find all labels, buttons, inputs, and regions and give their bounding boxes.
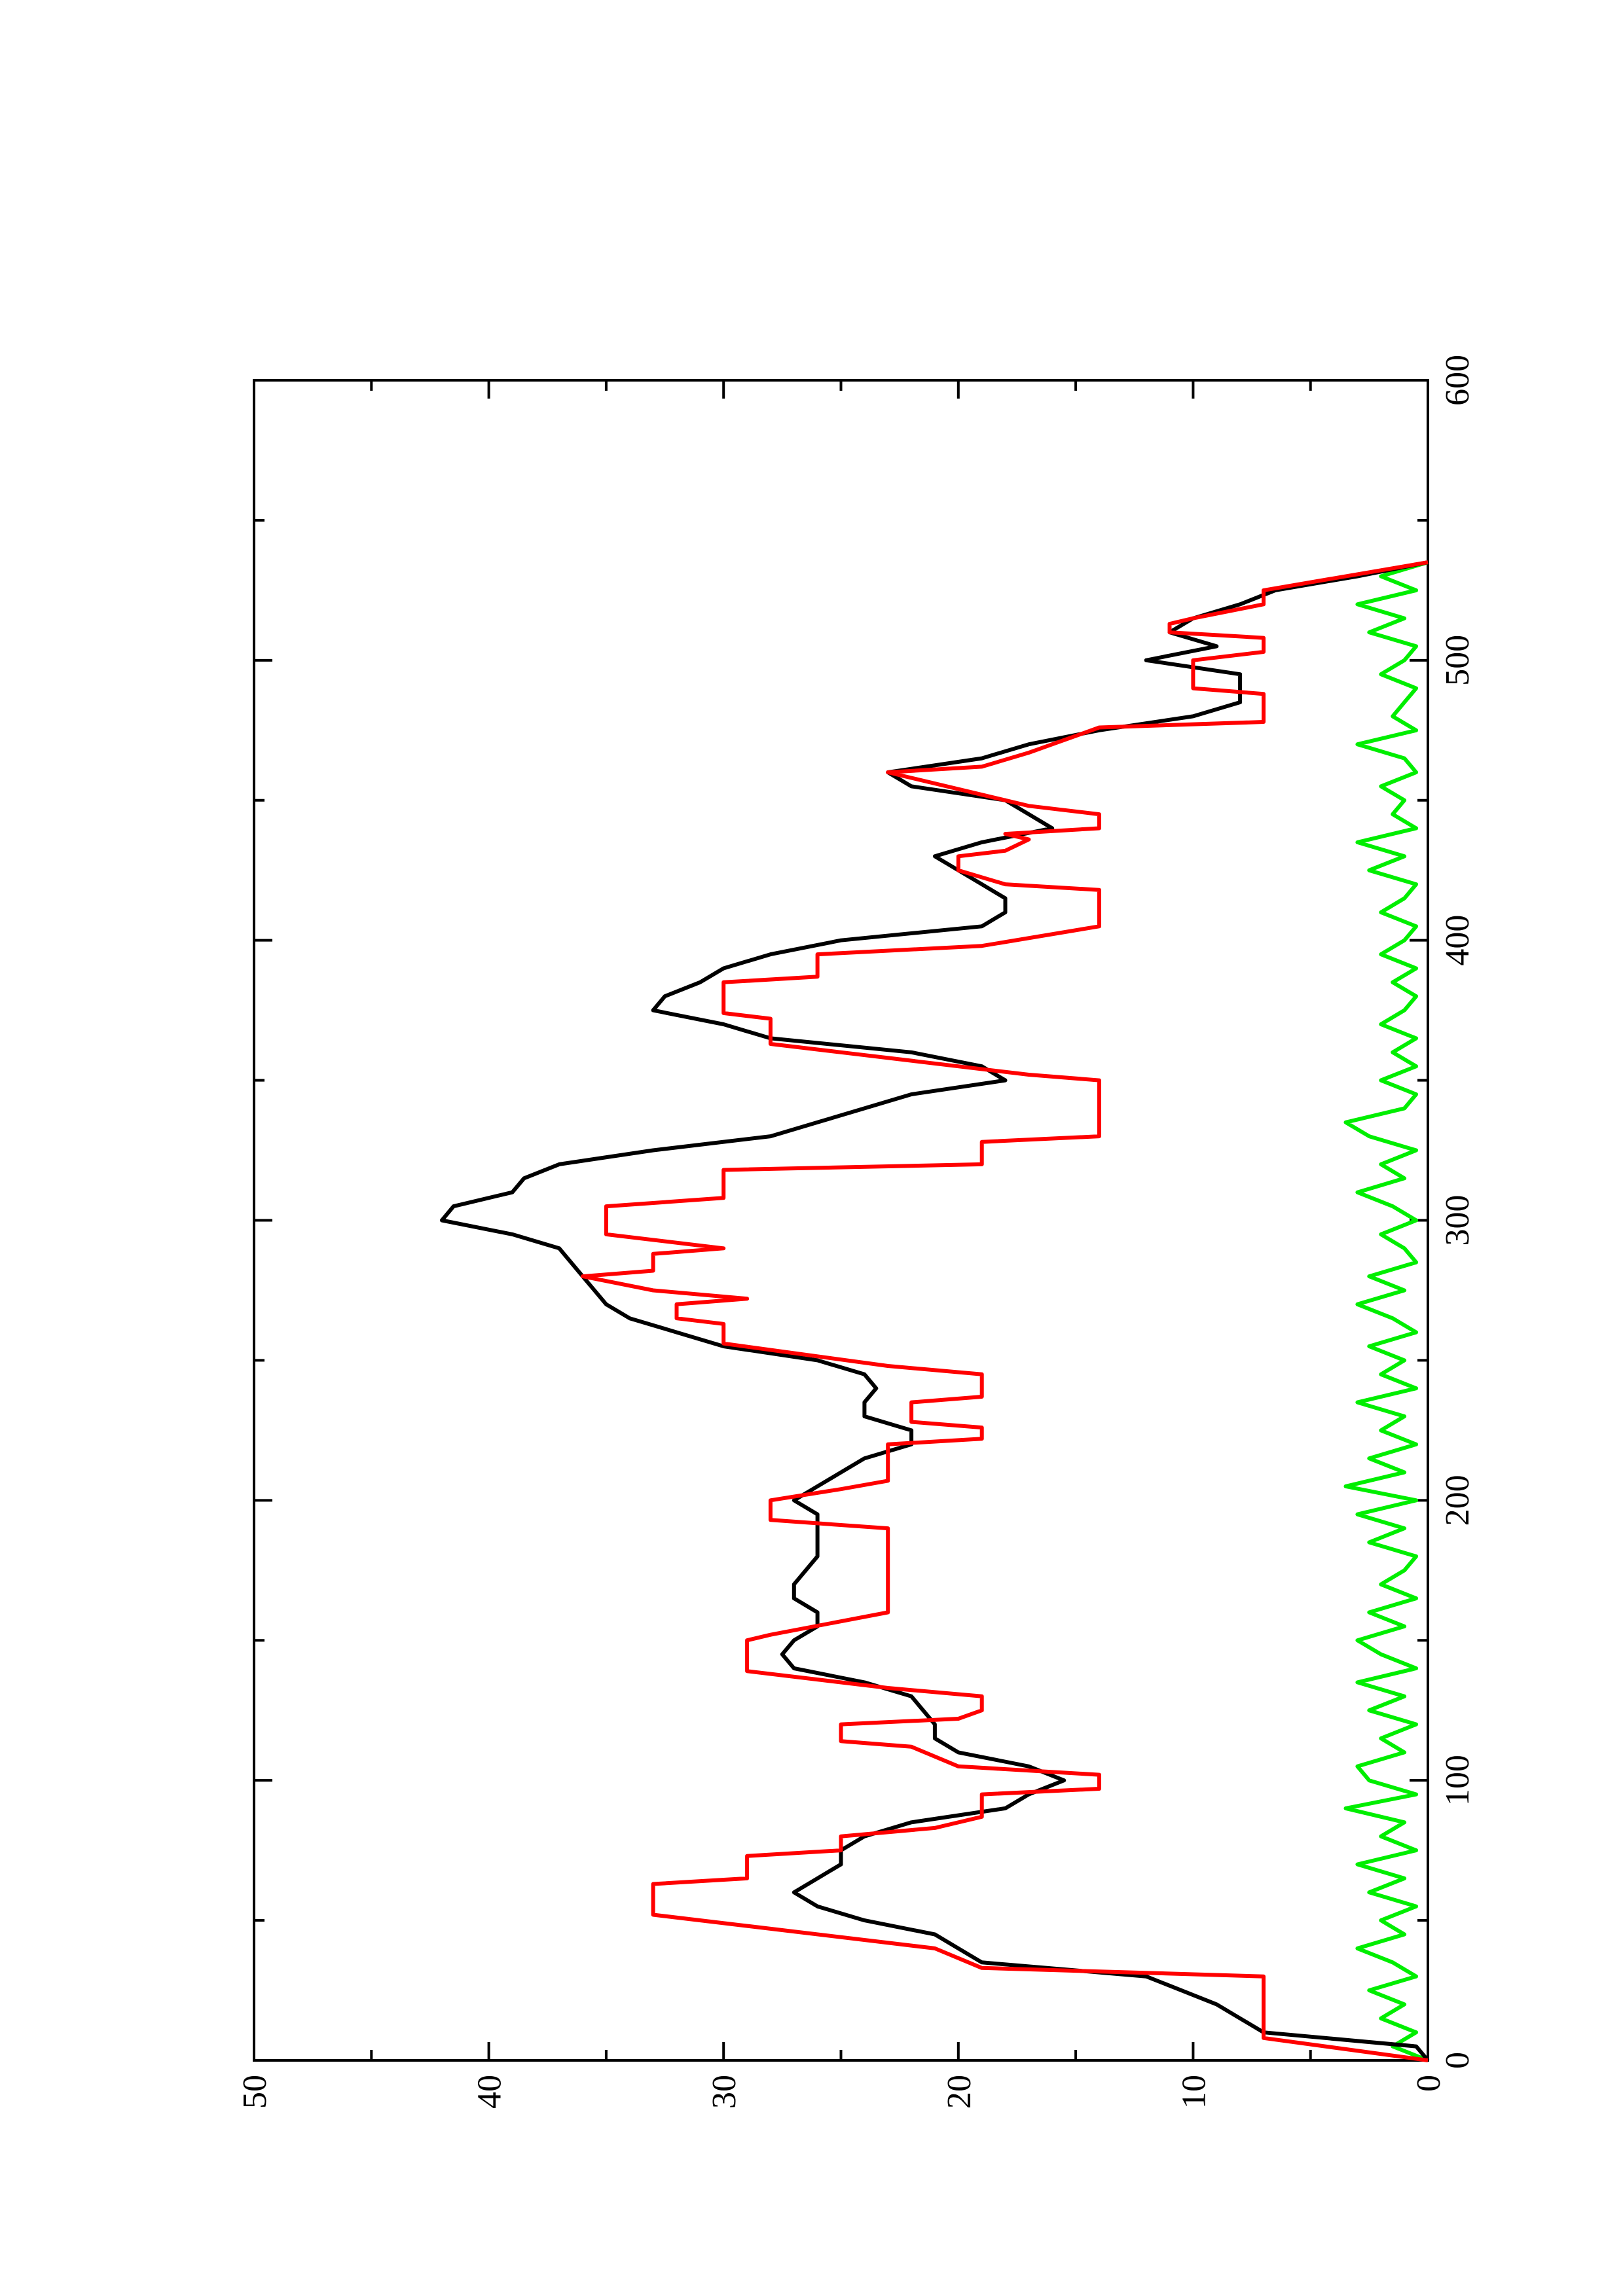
x-tick-label: 200 [1439, 1475, 1476, 1526]
series-line [581, 560, 1429, 2062]
x-tick-label: 300 [1439, 1195, 1476, 1246]
y-tick-label: 10 [1175, 2075, 1213, 2109]
y-tick-label: 50 [236, 2075, 274, 2109]
y-tick-label: 0 [1410, 2075, 1448, 2092]
x-tick-label: 0 [1439, 2052, 1476, 2069]
x-tick-label: 500 [1439, 635, 1476, 686]
y-tick-label: 40 [471, 2075, 509, 2109]
series-line [1343, 560, 1429, 2062]
x-tick-label: 100 [1439, 1755, 1476, 1806]
plot-frame [253, 379, 1429, 2062]
y-tick-label: 20 [941, 2075, 978, 2109]
x-tick-label: 400 [1439, 915, 1476, 966]
series-line [439, 560, 1430, 2062]
y-tick-label: 30 [706, 2075, 743, 2109]
x-tick-label: 600 [1439, 355, 1476, 406]
rotated-plot: 0 100 200 300 400 500 600 0 10 20 30 40 50 [236, 355, 1476, 2109]
